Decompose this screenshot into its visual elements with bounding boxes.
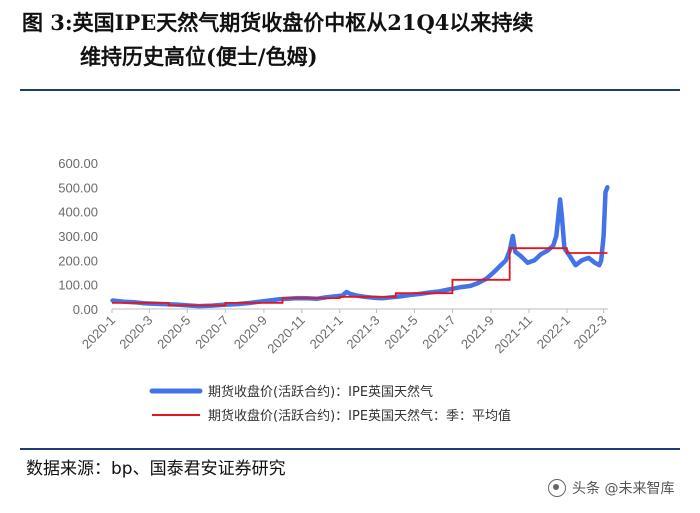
bottom-rule <box>20 448 680 450</box>
x-tick-label: 2022-3 <box>571 313 610 352</box>
figure-title: 图 3:英国IPE天然气期货收盘价中枢从21Q4以来持续 维持历史高位(便士/色… <box>22 6 682 74</box>
series-quarterly-average-line <box>112 247 608 307</box>
y-tick-label: 200.00 <box>58 253 98 268</box>
x-tick-label: 2021-11 <box>491 313 535 357</box>
source-note: 数据来源：bp、国泰君安证券研究 <box>26 459 286 479</box>
y-tick-label: 600.00 <box>58 156 98 171</box>
watermark-text: 头条 @未来智库 <box>572 481 675 497</box>
x-tick-label: 2021-7 <box>419 313 458 352</box>
x-tick-label: 2021-3 <box>343 313 382 352</box>
y-tick-label: 0.00 <box>73 302 98 317</box>
x-tick-label: 2021-5 <box>381 313 420 352</box>
top-rule <box>20 89 680 91</box>
x-tick-label: 2020-3 <box>116 313 155 352</box>
x-tick-label: 2020-7 <box>192 313 231 352</box>
x-tick-label: 2020-5 <box>154 313 193 352</box>
x-tick-label: 2020-1 <box>79 313 118 352</box>
y-tick-label: 100.00 <box>58 278 98 293</box>
series-daily-price-line <box>110 185 610 309</box>
legend-label-daily: 期货收盘价(活跃合约)：IPE英国天然气 <box>208 384 433 400</box>
y-tick-label: 400.00 <box>58 205 98 220</box>
title-line-2: 维持历史高位(便士/色姆) <box>80 44 318 69</box>
watermark: 头条 @未来智库 <box>548 478 674 498</box>
legend-label-quarterly: 期货收盘价(活跃合约)：IPE英国天然气：季：平均值 <box>208 408 511 424</box>
y-tick-label: 500.00 <box>58 180 98 195</box>
watermark-logo-icon <box>548 479 566 497</box>
title-line-1: 图 3:英国IPE天然气期货收盘价中枢从21Q4以来持续 <box>22 10 534 35</box>
x-tick-label: 2021-1 <box>307 313 346 352</box>
x-tick-label: 2020-11 <box>264 313 308 357</box>
x-tick-label: 2022-1 <box>534 313 573 352</box>
y-tick-label: 300.00 <box>58 229 98 244</box>
